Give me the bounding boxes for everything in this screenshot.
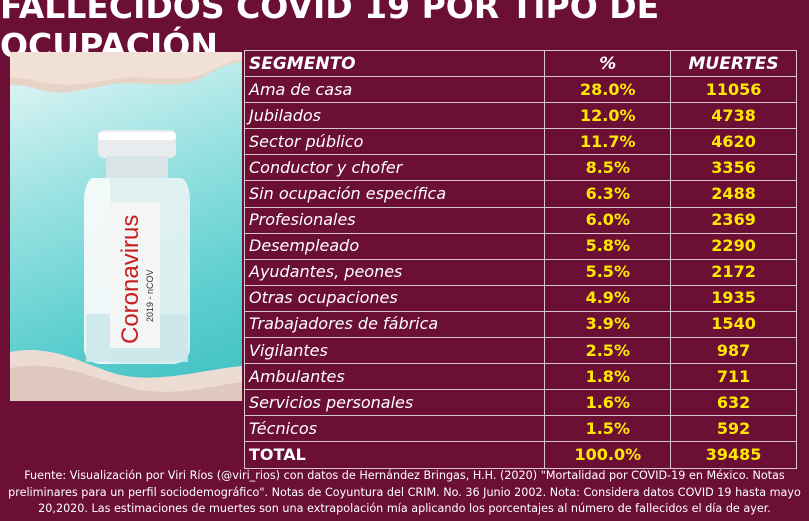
table-row: Vigilantes 2.5% 987: [243, 337, 797, 365]
deaths-cell: 4738: [670, 102, 797, 130]
percent-cell: 12.0%: [544, 102, 672, 130]
percent-cell: 5.5%: [544, 258, 672, 286]
segment-cell: Conductor y chofer: [243, 154, 546, 182]
deaths-cell: 3356: [670, 154, 797, 182]
total-label: TOTAL: [243, 441, 546, 469]
percent-cell: 8.5%: [544, 154, 672, 182]
segment-cell: Otras ocupaciones: [243, 284, 546, 312]
header-segment: SEGMENTO: [243, 49, 546, 78]
deaths-cell: 2488: [670, 180, 797, 208]
table-header-row: SEGMENTO % MUERTES: [243, 49, 797, 78]
deaths-cell: 1540: [670, 310, 797, 339]
segment-cell: Trabajadores de fábrica: [243, 310, 546, 339]
table-row: Otras ocupaciones 4.9% 1935: [243, 284, 797, 312]
deaths-cell: 987: [670, 337, 797, 365]
header-percent: %: [544, 49, 672, 78]
percent-cell: 6.3%: [544, 180, 672, 208]
vaccine-vial-photo: Coronavirus 2019 - nCOV: [10, 52, 242, 401]
deaths-by-occupation-table: SEGMENTO % MUERTES Ama de casa 28.0% 11056…: [243, 49, 797, 469]
table-row: Profesionales 6.0% 2369: [243, 206, 797, 234]
segment-cell: Profesionales: [243, 206, 546, 234]
percent-cell: 1.6%: [544, 389, 672, 417]
percent-cell: 1.8%: [544, 363, 672, 391]
deaths-cell: 2369: [670, 206, 797, 234]
table-row: Jubilados 12.0% 4738: [243, 102, 797, 130]
table-row: Ambulantes 1.8% 711: [243, 363, 797, 391]
page-title: FALLECIDOS COVID 19 POR TIPO DE OCUPACIÓ…: [0, 0, 660, 65]
segment-cell: Jubilados: [243, 102, 546, 130]
source-footnote: Fuente: Visualización por Viri Ríos (@vi…: [8, 469, 801, 515]
deaths-cell: 592: [670, 415, 797, 443]
table-total-row: TOTAL 100.0% 39485: [243, 441, 797, 469]
percent-cell: 28.0%: [544, 76, 672, 104]
table-row: Ama de casa 28.0% 11056: [243, 76, 797, 104]
segment-cell: Vigilantes: [243, 337, 546, 365]
percent-cell: 4.9%: [544, 284, 672, 312]
percent-cell: 11.7%: [544, 128, 672, 156]
deaths-cell: 2290: [670, 232, 797, 260]
deaths-cell: 711: [670, 363, 797, 391]
segment-cell: Desempleado: [243, 232, 546, 260]
deaths-cell: 2172: [670, 258, 797, 286]
segment-cell: Ama de casa: [243, 76, 546, 104]
segment-cell: Ayudantes, peones: [243, 258, 546, 286]
segment-cell: Ambulantes: [243, 363, 546, 391]
vial-label-main: Coronavirus: [117, 215, 144, 344]
header-deaths: MUERTES: [670, 49, 797, 78]
deaths-cell: 632: [670, 389, 797, 417]
table-row: Técnicos 1.5% 592: [243, 415, 797, 443]
deaths-cell: 4620: [670, 128, 797, 156]
segment-cell: Servicios personales: [243, 389, 546, 417]
percent-cell: 6.0%: [544, 206, 672, 234]
deaths-cell: 1935: [670, 284, 797, 312]
table-row: Sector público 11.7% 4620: [243, 128, 797, 156]
segment-cell: Sin ocupación específica: [243, 180, 546, 208]
total-percent: 100.0%: [544, 441, 672, 469]
segment-cell: Técnicos: [243, 415, 546, 443]
table-row: Desempleado 5.8% 2290: [243, 232, 797, 260]
total-deaths: 39485: [670, 441, 797, 469]
percent-cell: 5.8%: [544, 232, 672, 260]
percent-cell: 3.9%: [544, 310, 672, 339]
percent-cell: 1.5%: [544, 415, 672, 443]
table-row: Trabajadores de fábrica 3.9% 1540: [243, 310, 797, 339]
segment-cell: Sector público: [243, 128, 546, 156]
table-row: Sin ocupación específica 6.3% 2488: [243, 180, 797, 208]
table-row: Ayudantes, peones 5.5% 2172: [243, 258, 797, 286]
table-row: Conductor y chofer 8.5% 3356: [243, 154, 797, 182]
vial-label-sub: 2019 - nCOV: [145, 269, 155, 322]
table-row: Servicios personales 1.6% 632: [243, 389, 797, 417]
deaths-cell: 11056: [670, 76, 797, 104]
percent-cell: 2.5%: [544, 337, 672, 365]
